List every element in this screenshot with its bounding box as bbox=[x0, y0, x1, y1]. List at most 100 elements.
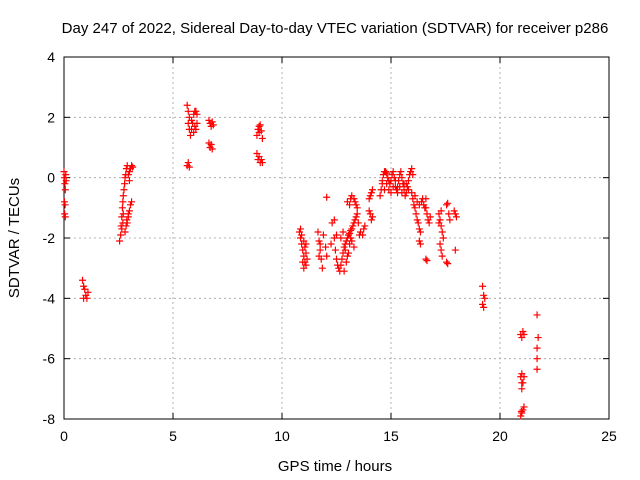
data-point bbox=[348, 225, 356, 233]
data-point bbox=[84, 288, 92, 296]
data-point bbox=[452, 213, 460, 221]
x-tick-label-2: 10 bbox=[274, 428, 290, 444]
data-point bbox=[408, 165, 416, 173]
data-point bbox=[520, 373, 528, 381]
data-point bbox=[301, 243, 309, 251]
data-point bbox=[207, 140, 215, 148]
data-point bbox=[445, 210, 453, 218]
data-point bbox=[360, 225, 368, 233]
data-point bbox=[352, 201, 360, 209]
data-point bbox=[118, 213, 126, 221]
data-point bbox=[389, 183, 397, 191]
data-point bbox=[412, 210, 420, 218]
data-point bbox=[520, 403, 528, 411]
data-point bbox=[443, 258, 451, 266]
y-tick-label-4: 0 bbox=[47, 170, 55, 186]
data-point bbox=[384, 174, 392, 182]
axis-ticks: 0 5 10 15 20 25 -8 -6 -4 -2 0 2 4 bbox=[43, 49, 617, 444]
y-tick-label-6: 4 bbox=[47, 49, 55, 65]
data-point bbox=[349, 222, 357, 230]
data-point bbox=[256, 121, 264, 129]
data-point bbox=[338, 255, 346, 263]
data-point bbox=[398, 189, 406, 197]
data-point bbox=[533, 311, 541, 319]
data-point bbox=[343, 252, 351, 260]
data-point bbox=[376, 192, 384, 200]
data-point bbox=[411, 192, 419, 200]
data-point bbox=[254, 125, 262, 133]
data-point bbox=[383, 169, 391, 177]
data-point bbox=[409, 171, 417, 179]
data-point bbox=[300, 264, 308, 272]
data-point bbox=[346, 201, 354, 209]
data-point bbox=[396, 183, 404, 191]
data-point bbox=[128, 162, 136, 170]
data-point bbox=[193, 110, 201, 118]
y-axis-label: SDTVAR / TECUs bbox=[6, 178, 23, 298]
data-point bbox=[354, 219, 362, 227]
data-point bbox=[81, 285, 89, 293]
data-point bbox=[401, 192, 409, 200]
data-point bbox=[118, 204, 126, 212]
data-point bbox=[61, 210, 69, 218]
data-point bbox=[437, 246, 445, 254]
data-point bbox=[318, 264, 326, 272]
data-point bbox=[79, 276, 87, 284]
data-point bbox=[346, 229, 354, 237]
data-point bbox=[353, 204, 361, 212]
data-point bbox=[444, 260, 452, 268]
data-point bbox=[125, 177, 133, 185]
data-point bbox=[389, 168, 397, 176]
data-point bbox=[192, 125, 200, 133]
data-point bbox=[368, 186, 376, 194]
data-point bbox=[366, 192, 374, 200]
data-point bbox=[120, 186, 128, 194]
data-point bbox=[437, 207, 445, 215]
data-point bbox=[403, 183, 411, 191]
data-point bbox=[423, 257, 431, 265]
data-point bbox=[350, 243, 358, 251]
y-tick-label-3: -2 bbox=[43, 230, 56, 246]
data-point bbox=[416, 228, 424, 236]
data-point bbox=[121, 228, 129, 236]
data-point bbox=[348, 237, 356, 245]
data-point bbox=[126, 201, 134, 209]
data-point bbox=[342, 258, 350, 266]
data-point bbox=[315, 237, 323, 245]
data-point bbox=[408, 189, 416, 197]
y-tick-label-1: -6 bbox=[43, 351, 56, 367]
data-point bbox=[415, 225, 423, 233]
data-point bbox=[435, 219, 443, 227]
data-point bbox=[62, 177, 70, 185]
y-tick-label-0: -8 bbox=[43, 411, 56, 427]
data-point bbox=[517, 407, 525, 415]
data-point bbox=[121, 174, 129, 182]
x-tick-label-1: 5 bbox=[169, 428, 177, 444]
data-point bbox=[124, 171, 132, 179]
data-point bbox=[517, 412, 525, 420]
data-point bbox=[411, 204, 419, 212]
data-points bbox=[60, 101, 542, 420]
data-point bbox=[80, 282, 88, 290]
data-point bbox=[116, 237, 124, 245]
x-tick-label-0: 0 bbox=[60, 428, 68, 444]
data-point bbox=[398, 174, 406, 182]
data-point bbox=[302, 240, 310, 248]
data-point bbox=[425, 219, 433, 227]
data-point bbox=[352, 213, 360, 221]
data-point bbox=[344, 249, 352, 257]
data-point bbox=[333, 231, 340, 239]
data-point bbox=[80, 294, 88, 302]
data-point bbox=[255, 122, 263, 130]
data-point bbox=[125, 168, 133, 176]
data-point bbox=[316, 240, 324, 248]
data-point bbox=[337, 261, 345, 269]
data-point bbox=[117, 231, 125, 239]
data-point bbox=[258, 159, 266, 167]
data-point bbox=[439, 234, 447, 242]
data-point bbox=[415, 237, 423, 245]
data-point bbox=[125, 207, 133, 215]
x-axis-label: GPS time / hours bbox=[278, 458, 392, 475]
data-point bbox=[436, 216, 444, 224]
data-point bbox=[121, 180, 129, 188]
